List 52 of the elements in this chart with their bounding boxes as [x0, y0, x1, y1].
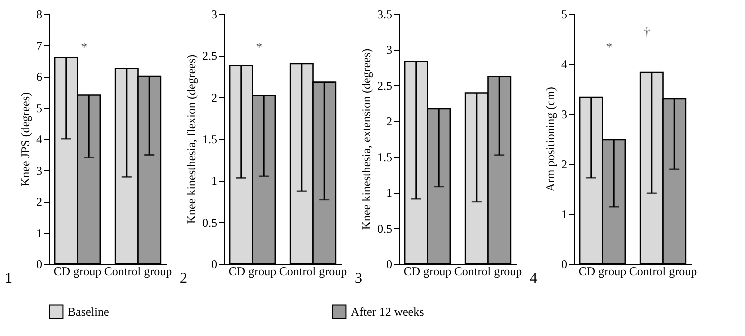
y-tick-label: 1: [386, 186, 392, 200]
annotation: *: [256, 40, 263, 54]
x-tick-label: CD group: [578, 264, 627, 278]
y-tick-label: 3: [36, 164, 42, 178]
x-tick-label: CD group: [54, 264, 102, 278]
y-tick-label: 2.5: [202, 49, 218, 64]
y-tick-label: 0.5: [202, 216, 218, 230]
legend-label: After 12 weeks: [351, 304, 425, 319]
y-axis-title: Knee JPS (degrees): [18, 92, 32, 186]
y-axis-title: Knee kinesthesia, extension (degrees): [360, 48, 374, 230]
y-tick-label: 3.5: [378, 8, 392, 22]
y-tick-label: 2.5: [378, 78, 392, 93]
y-tick-label: 0: [36, 258, 42, 272]
annotation: *: [81, 40, 88, 54]
y-tick-label: 1: [36, 226, 42, 240]
y-axis-title: Arm positioning (cm): [544, 87, 558, 192]
y-tick-label: 4: [562, 58, 568, 72]
y-tick-label: 0: [386, 258, 392, 272]
text: 1: [5, 271, 12, 287]
y-tick-label: 0: [562, 258, 568, 272]
y-tick-label: 5: [562, 8, 568, 22]
y-tick-label: 2: [562, 158, 568, 172]
x-tick-label: Control group: [279, 264, 348, 278]
x-tick-label: Control group: [454, 264, 522, 278]
annotation: *: [606, 40, 613, 54]
y-tick-label: 1.5: [378, 150, 392, 164]
x-tick-label: CD group: [404, 264, 452, 278]
y-tick-label: 0.5: [378, 222, 392, 236]
y-tick-label: 6: [36, 70, 42, 84]
x-tick-label: Control group: [104, 264, 172, 278]
legend-label: Baseline: [68, 304, 110, 319]
y-tick-label: 5: [36, 101, 42, 116]
y-tick-label: 3: [562, 108, 568, 122]
y-tick-label: 3: [212, 8, 218, 22]
y-tick-label: 2: [386, 114, 392, 129]
y-tick-label: 4: [36, 132, 42, 146]
y-tick-label: 8: [36, 8, 42, 22]
y-tick-label: 3: [386, 43, 392, 58]
y-tick-label: 2: [36, 195, 42, 209]
y-tick-label: 7: [36, 38, 42, 53]
y-tick-label: 1: [562, 208, 568, 222]
y-tick-label: 1: [212, 174, 218, 188]
y-tick-label: 2: [212, 90, 218, 105]
text: 3: [355, 271, 362, 287]
text: 4: [530, 271, 538, 287]
y-axis-title: Knee kinesthesia, flexion (degrees): [184, 54, 198, 224]
x-tick-label: CD group: [228, 264, 277, 278]
y-tick-label: 1.5: [202, 132, 218, 146]
text: 2: [180, 271, 188, 287]
x-tick-label: Control group: [629, 264, 698, 278]
y-tick-label: 0: [212, 258, 218, 272]
annotation: †: [644, 24, 651, 40]
